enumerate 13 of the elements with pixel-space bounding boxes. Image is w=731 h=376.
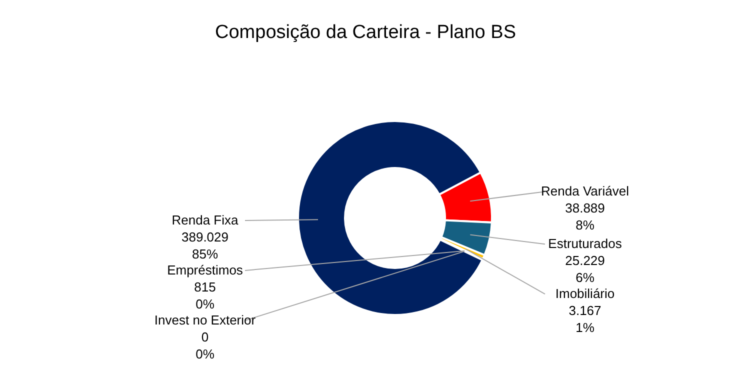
category-label: Invest no Exterior bbox=[154, 312, 256, 328]
slice-label: Estruturados bbox=[548, 236, 622, 252]
text: 0 0% bbox=[196, 329, 214, 362]
data-label: 25.229 6% bbox=[565, 253, 605, 286]
data-label: 3.167 1% bbox=[568, 303, 602, 336]
slice-label: Imobiliário bbox=[555, 286, 615, 302]
slice-label: Empréstimos bbox=[167, 262, 244, 278]
data-label: 389.029 85% bbox=[182, 229, 228, 262]
chart-title: Composição da Carteira - Plano BS bbox=[215, 22, 516, 43]
slice-label: Renda Fixa bbox=[172, 212, 240, 228]
data-label: 38.889 8% bbox=[565, 200, 605, 233]
data-label: 815 0% bbox=[194, 279, 216, 312]
slice-label: Renda Variável bbox=[541, 184, 630, 199]
